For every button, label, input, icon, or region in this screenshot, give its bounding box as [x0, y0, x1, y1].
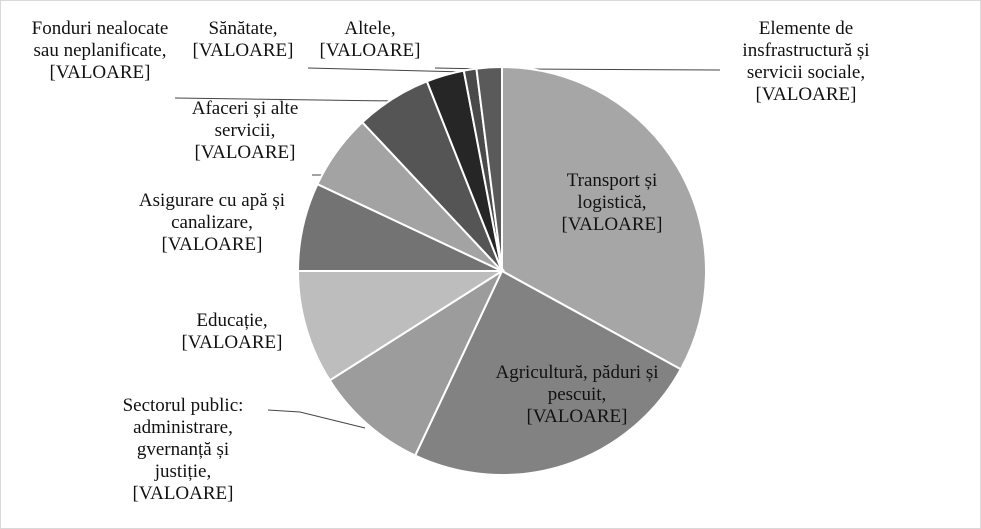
- category-label: Elemente de insfrastructură și servicii …: [742, 18, 870, 83]
- data-label: Agricultură, păduri și pescuit, [VALOARE]: [482, 362, 672, 428]
- pie-slice: [328, 268, 505, 457]
- category-label: Fonduri nealocate sau neplanificate,: [31, 18, 169, 61]
- data-label: Altele, [VALOARE]: [305, 18, 435, 62]
- data-label: Transport și logistică, [VALOARE]: [547, 170, 677, 236]
- value-label: [VALOARE]: [181, 332, 283, 353]
- pie-slice: [501, 65, 707, 371]
- leader-line: [174, 97, 396, 102]
- data-label: Afaceri și alte servicii, [VALOARE]: [170, 98, 320, 164]
- category-label: Altele,: [344, 18, 396, 39]
- category-label: Transport și logistică,: [566, 170, 658, 213]
- leader-lines: [174, 67, 721, 429]
- category-label: Sănătate,: [208, 18, 278, 39]
- value-label: [VALOARE]: [194, 142, 296, 163]
- pie-slice: [413, 269, 683, 476]
- value-label: [VALOARE]: [161, 234, 263, 255]
- value-label: [VALOARE]: [755, 84, 857, 105]
- leader-line: [267, 409, 366, 429]
- pie-slice: [475, 65, 503, 272]
- data-label: Elemente de insfrastructură și servicii …: [716, 18, 896, 106]
- category-label: Agricultură, păduri și pescuit,: [495, 362, 659, 405]
- data-label: Sectorul public: administrare, gvernanță…: [108, 395, 258, 505]
- value-label: [VALOARE]: [526, 406, 628, 427]
- value-label: [VALOARE]: [319, 40, 421, 61]
- value-label: [VALOARE]: [49, 62, 151, 83]
- value-label: [VALOARE]: [561, 214, 663, 235]
- data-label: Sănătate, [VALOARE]: [178, 18, 308, 62]
- data-label: Fonduri nealocate sau neplanificate, [VAL…: [25, 18, 175, 84]
- value-label: [VALOARE]: [192, 40, 294, 61]
- data-label: Educație, [VALOARE]: [157, 310, 307, 354]
- category-label: Educație,: [196, 310, 268, 331]
- leader-line: [307, 67, 466, 73]
- value-label: [VALOARE]: [132, 483, 234, 504]
- data-label: Asigurare cu apă și canalizare, [VALOARE]: [127, 190, 297, 256]
- leader-line: [519, 68, 721, 71]
- category-label: Sectorul public: administrare, gvernanță…: [122, 395, 244, 482]
- category-label: Asigurare cu apă și canalizare,: [138, 190, 286, 233]
- category-label: Afaceri și alte servicii,: [191, 98, 299, 141]
- pie-slice: [296, 270, 506, 382]
